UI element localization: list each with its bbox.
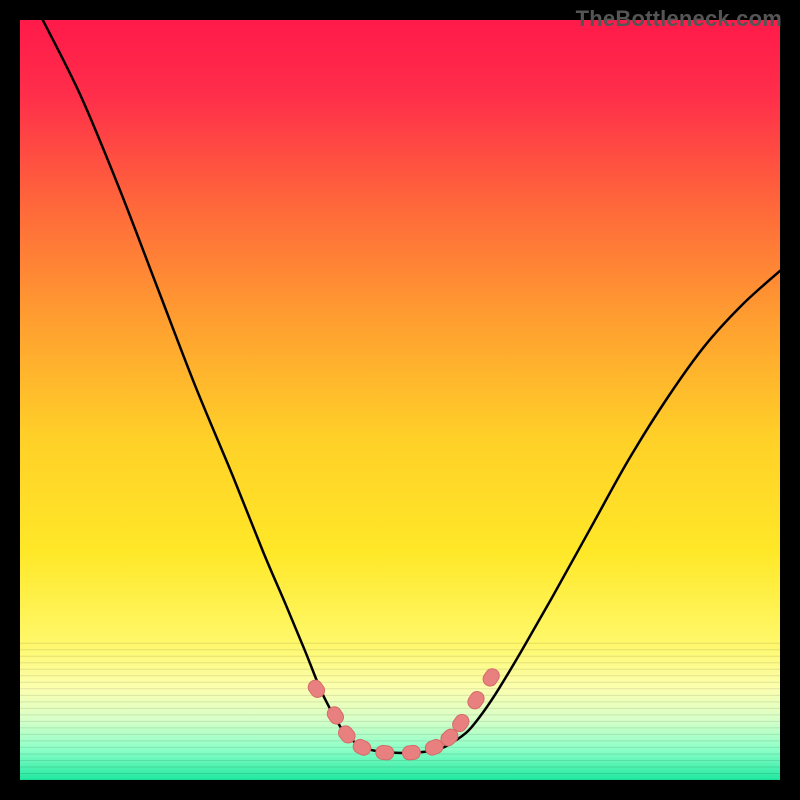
bottleneck-curve-chart	[0, 0, 800, 800]
valley-marker	[375, 745, 394, 761]
watermark-text: TheBottleneck.com	[576, 6, 782, 32]
valley-marker	[402, 745, 421, 761]
chart-container: TheBottleneck.com	[0, 0, 800, 800]
